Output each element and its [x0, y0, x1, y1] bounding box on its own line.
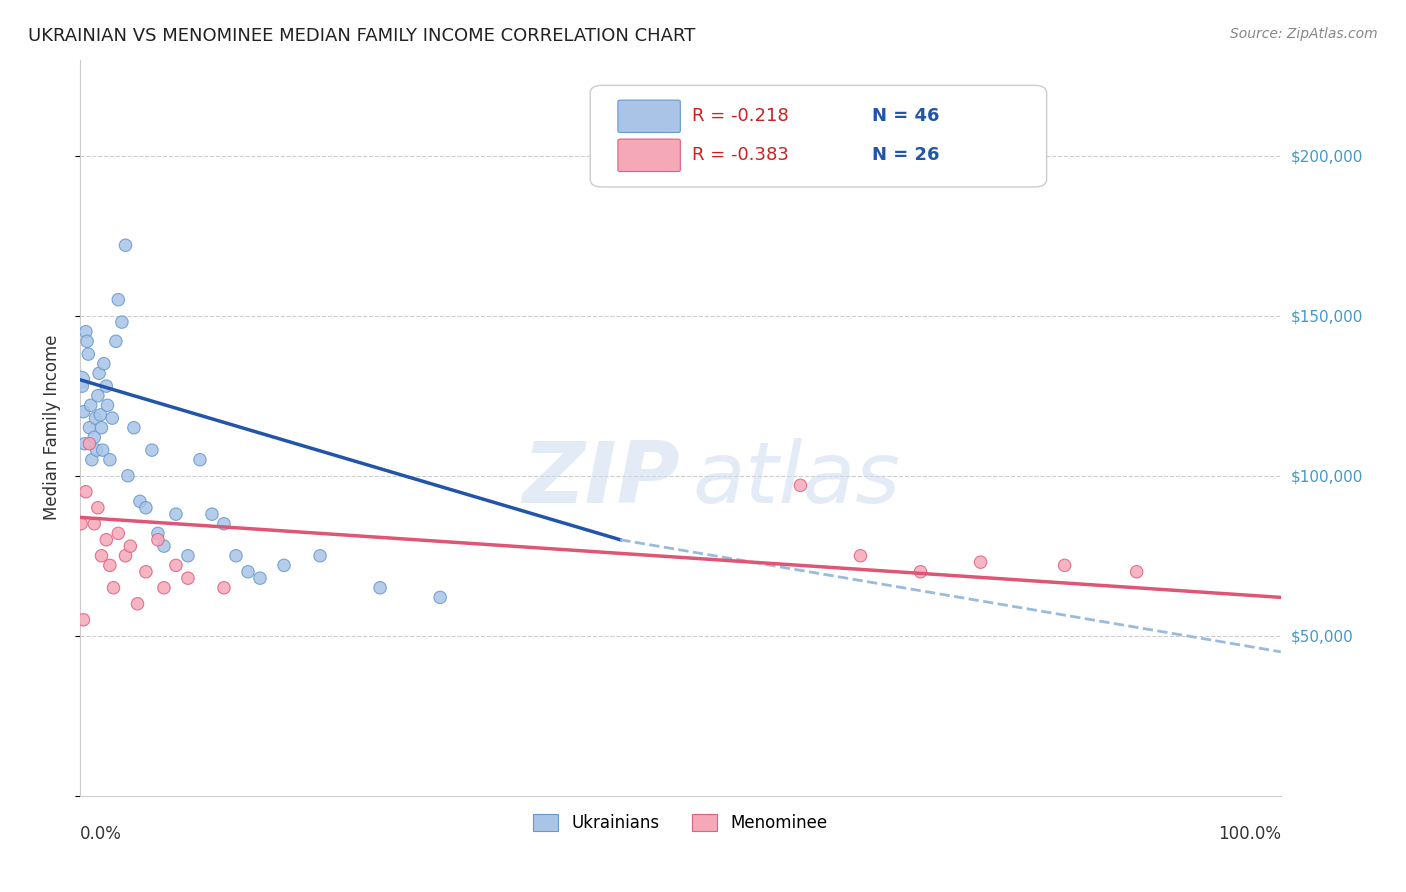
- Point: [122, 421, 145, 435]
- Point: [87, 389, 110, 403]
- Y-axis label: Median Family Income: Median Family Income: [44, 335, 60, 520]
- Point: [83, 516, 105, 531]
- Point: [83, 430, 105, 444]
- Point: [910, 565, 932, 579]
- Point: [75, 325, 97, 339]
- Point: [90, 421, 112, 435]
- Text: 100.0%: 100.0%: [1218, 825, 1281, 843]
- Point: [368, 581, 391, 595]
- Text: R = -0.218: R = -0.218: [692, 107, 789, 125]
- Point: [135, 565, 157, 579]
- Text: N = 46: N = 46: [873, 107, 941, 125]
- Point: [429, 591, 451, 605]
- Point: [79, 436, 101, 450]
- Point: [70, 373, 93, 387]
- Point: [70, 516, 93, 531]
- Point: [153, 581, 176, 595]
- Point: [96, 533, 118, 547]
- Point: [188, 452, 211, 467]
- Text: 0.0%: 0.0%: [80, 825, 122, 843]
- Point: [111, 315, 134, 329]
- Point: [79, 421, 101, 435]
- Point: [212, 581, 235, 595]
- FancyBboxPatch shape: [591, 86, 1046, 187]
- Point: [153, 539, 176, 553]
- Point: [89, 408, 111, 422]
- Point: [129, 494, 152, 508]
- Point: [98, 558, 121, 573]
- Point: [76, 334, 98, 349]
- Point: [73, 436, 96, 450]
- Point: [107, 526, 129, 541]
- FancyBboxPatch shape: [617, 100, 681, 133]
- Point: [114, 549, 136, 563]
- Text: ZIP: ZIP: [523, 438, 681, 521]
- Point: [98, 452, 121, 467]
- Point: [117, 468, 139, 483]
- Point: [135, 500, 157, 515]
- Point: [84, 411, 107, 425]
- Point: [96, 398, 118, 412]
- Point: [236, 565, 259, 579]
- Point: [969, 555, 991, 569]
- FancyBboxPatch shape: [617, 139, 681, 171]
- Point: [120, 539, 142, 553]
- Point: [201, 507, 224, 521]
- Point: [103, 581, 125, 595]
- Point: [1125, 565, 1147, 579]
- Point: [141, 443, 163, 458]
- Point: [80, 452, 103, 467]
- Point: [849, 549, 872, 563]
- Point: [72, 405, 94, 419]
- Point: [789, 478, 811, 492]
- Point: [104, 334, 127, 349]
- Point: [86, 443, 108, 458]
- Point: [87, 367, 110, 381]
- Point: [1053, 558, 1076, 573]
- Point: [177, 549, 200, 563]
- Point: [101, 411, 124, 425]
- Text: Source: ZipAtlas.com: Source: ZipAtlas.com: [1230, 27, 1378, 41]
- Point: [72, 613, 94, 627]
- Point: [127, 597, 149, 611]
- Point: [165, 507, 187, 521]
- Text: UKRAINIAN VS MENOMINEE MEDIAN FAMILY INCOME CORRELATION CHART: UKRAINIAN VS MENOMINEE MEDIAN FAMILY INC…: [28, 27, 696, 45]
- Point: [225, 549, 247, 563]
- Point: [72, 379, 94, 393]
- Point: [177, 571, 200, 585]
- Point: [146, 526, 169, 541]
- Point: [165, 558, 187, 573]
- Text: R = -0.383: R = -0.383: [692, 146, 789, 164]
- Text: atlas: atlas: [692, 438, 900, 521]
- Point: [75, 484, 97, 499]
- Point: [107, 293, 129, 307]
- Point: [309, 549, 332, 563]
- Point: [77, 347, 100, 361]
- Text: N = 26: N = 26: [873, 146, 941, 164]
- Point: [96, 379, 118, 393]
- Point: [273, 558, 295, 573]
- Point: [93, 357, 115, 371]
- Point: [249, 571, 271, 585]
- Point: [91, 443, 114, 458]
- Point: [87, 500, 110, 515]
- Point: [90, 549, 112, 563]
- Point: [212, 516, 235, 531]
- Point: [146, 533, 169, 547]
- Point: [114, 238, 136, 252]
- Legend: Ukrainians, Menominee: Ukrainians, Menominee: [526, 807, 835, 839]
- Point: [79, 398, 101, 412]
